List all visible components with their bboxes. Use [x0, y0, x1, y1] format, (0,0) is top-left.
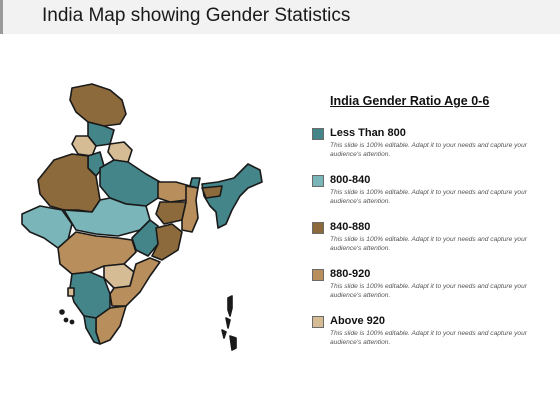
- region-northeast: [201, 163, 263, 229]
- legend-item-label: Above 920: [330, 315, 386, 327]
- region-jharkhand: [155, 201, 187, 225]
- legend-item-above-920: Above 920 This slide is 100% editable. A…: [312, 315, 542, 358]
- region-lakshadweep-3: [69, 319, 75, 325]
- legend-item-description: This slide is 100% editable. Adapt it to…: [330, 189, 527, 205]
- region-west-bengal: [181, 185, 199, 233]
- region-jammu-kashmir: [69, 83, 127, 127]
- legend-item-840-880: 840-880 This slide is 100% editable. Ada…: [312, 221, 542, 264]
- legend-swatch: [312, 175, 324, 187]
- legend-swatch: [312, 222, 324, 234]
- india-map: [21, 83, 263, 351]
- legend-item-description: This slide is 100% editable. Adapt it to…: [330, 330, 527, 346]
- region-andaman-nicobar: [221, 295, 237, 351]
- legend-item-800-840: 800-840 This slide is 100% editable. Ada…: [312, 174, 542, 217]
- legend-heading: India Gender Ratio Age 0-6: [330, 94, 490, 108]
- legend-item-less-than-800: Less Than 800 This slide is 100% editabl…: [312, 127, 542, 170]
- legend-item-label: 880-920: [330, 268, 371, 280]
- region-lakshadweep-1: [59, 309, 65, 315]
- page-title: India Map showing Gender Statistics: [42, 5, 351, 26]
- region-uttarakhand: [107, 141, 133, 163]
- legend-item-description: This slide is 100% editable. Adapt it to…: [330, 236, 527, 252]
- legend-swatch: [312, 316, 324, 328]
- legend-item-label: 840-880: [330, 221, 371, 233]
- legend-item-880-920: 880-920 This slide is 100% editable. Ada…: [312, 268, 542, 311]
- legend-item-label: 800-840: [330, 174, 371, 186]
- region-sikkim: [189, 177, 201, 189]
- region-andhra: [109, 257, 161, 307]
- legend-item-label: Less Than 800: [330, 127, 406, 139]
- title-accent: [0, 0, 3, 34]
- legend-item-description: This slide is 100% editable. Adapt it to…: [330, 142, 527, 158]
- region-telangana: [103, 263, 135, 289]
- region-maharashtra: [57, 231, 137, 275]
- region-meghalaya: [201, 185, 223, 199]
- region-karnataka: [69, 271, 111, 319]
- region-odisha: [151, 223, 183, 261]
- region-kerala: [83, 315, 101, 345]
- region-goa: [67, 287, 75, 297]
- legend-item-description: This slide is 100% editable. Adapt it to…: [330, 283, 527, 299]
- legend-swatch: [312, 128, 324, 140]
- region-lakshadweep-2: [63, 317, 69, 323]
- title-bar: India Map showing Gender Statistics: [0, 0, 560, 34]
- legend-swatch: [312, 269, 324, 281]
